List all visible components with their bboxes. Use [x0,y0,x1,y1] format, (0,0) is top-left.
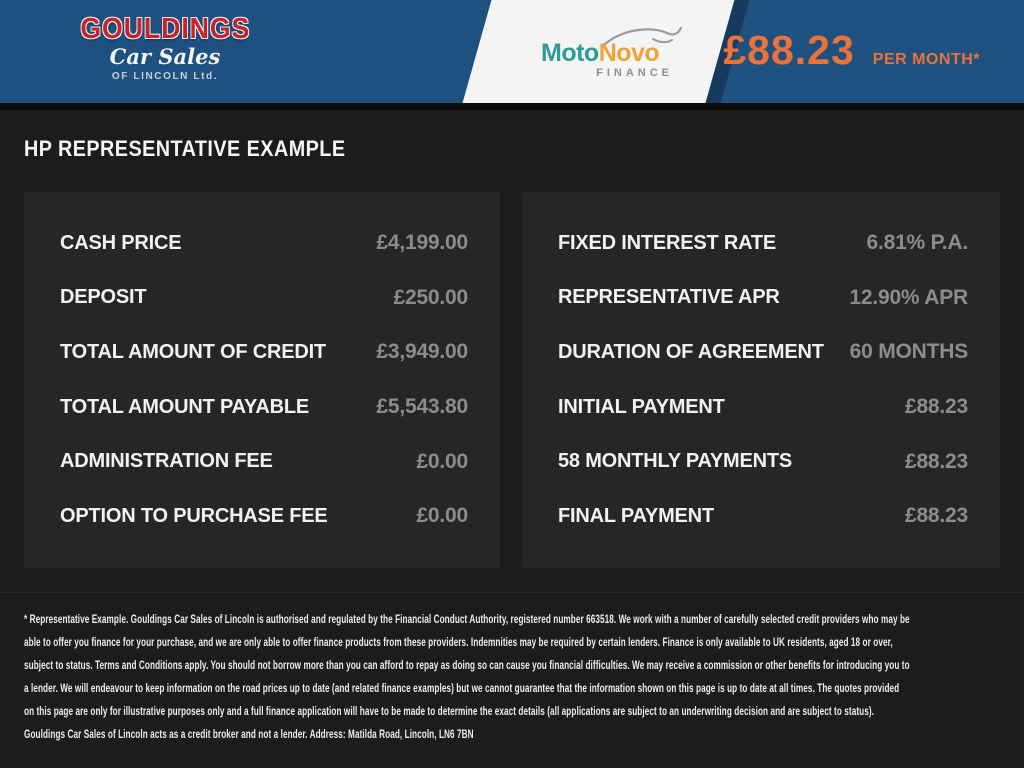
row-label: INITIAL PAYMENT [558,395,725,418]
row-value: £4,199.00 [376,231,468,255]
finance-example-page: GOULDINGS Car Sales OF LINCOLN Ltd. Moto… [0,0,1024,747]
row-label: REPRESENTATIVE APR [558,286,780,309]
main-content: HP REPRESENTATIVE EXAMPLE CASH PRICE £4,… [0,136,1024,568]
finance-row-monthly-payments: 58 MONTHLY PAYMENTS £88.23 [558,434,968,489]
row-value: £0.00 [416,504,468,528]
dealer-logo-subtext: OF LINCOLN Ltd. [111,71,219,82]
row-value: £88.23 [904,449,968,473]
monthly-price-suffix: PER MONTH* [872,51,980,68]
monthly-price-amount: £88.23 [723,27,855,73]
row-label: DURATION OF AGREEMENT [558,340,824,363]
wordmark-novo: Novo [598,39,660,67]
finance-lender-subtext: FINANCE [596,67,673,79]
row-label: OPTION TO PURCHASE FEE [60,504,328,527]
row-label: FIXED INTEREST RATE [558,231,777,254]
row-value: £88.23 [904,504,968,528]
row-label: DEPOSIT [60,286,147,309]
finance-row-total-payable: TOTAL AMOUNT PAYABLE £5,543.80 [60,380,468,435]
finance-row-deposit: DEPOSIT £250.00 [60,271,468,326]
row-label: CASH PRICE [60,231,182,254]
finance-panel-terms: FIXED INTEREST RATE 6.81% P.A. REPRESENT… [522,192,1000,568]
row-value: 60 MONTHS [849,340,969,364]
finance-lender-wordmark: MotoNovo [541,40,673,66]
row-value: £3,949.00 [376,340,468,364]
header-divider-strip [0,103,1024,110]
monthly-price: £88.23 PER MONTH* [723,0,980,103]
row-value: £88.23 [904,395,968,419]
finance-row-final-payment: FINAL PAYMENT £88.23 [558,489,968,544]
row-value: 12.90% APR [849,285,968,309]
row-label: TOTAL AMOUNT OF CREDIT [60,340,326,363]
page-title: HP REPRESENTATIVE EXAMPLE [24,136,346,161]
finance-row-purchase-fee: OPTION TO PURCHASE FEE £0.00 [60,489,468,544]
row-value: 6.81% P.A. [866,231,968,255]
finance-row-interest-rate: FIXED INTEREST RATE 6.81% P.A. [558,216,968,271]
row-label: FINAL PAYMENT [558,504,714,527]
dealer-logo-name: GOULDINGS [80,13,250,45]
row-value: £250.00 [393,285,468,309]
finance-row-total-credit: TOTAL AMOUNT OF CREDIT £3,949.00 [60,325,468,380]
finance-row-duration: DURATION OF AGREEMENT 60 MONTHS [558,325,968,380]
finance-row-admin-fee: ADMINISTRATION FEE £0.00 [60,434,468,489]
finance-row-cash-price: CASH PRICE £4,199.00 [60,216,468,271]
car-outline-icon [603,26,683,46]
row-value: £0.00 [416,449,468,473]
row-label: TOTAL AMOUNT PAYABLE [60,395,309,418]
finance-panel-amounts: CASH PRICE £4,199.00 DEPOSIT £250.00 TOT… [24,192,500,568]
row-label: 58 MONTHLY PAYMENTS [558,450,793,473]
finance-panels: CASH PRICE £4,199.00 DEPOSIT £250.00 TOT… [24,192,1000,568]
finance-row-initial-payment: INITIAL PAYMENT £88.23 [558,380,968,435]
finance-row-apr: REPRESENTATIVE APR 12.90% APR [558,271,968,326]
footer: * Representative Example. Gouldings Car … [0,592,1024,747]
row-value: £5,543.80 [376,395,468,419]
finance-lender-logo: MotoNovo FINANCE [541,24,683,79]
legal-disclaimer-text: * Representative Example. Gouldings Car … [24,614,910,741]
dealer-logo-tagline: Car Sales [109,44,221,69]
row-label: ADMINISTRATION FEE [60,450,273,473]
dealer-logo: GOULDINGS Car Sales OF LINCOLN Ltd. [58,13,272,82]
wordmark-moto: Moto [541,39,599,67]
header-bar: GOULDINGS Car Sales OF LINCOLN Ltd. Moto… [0,0,1024,103]
